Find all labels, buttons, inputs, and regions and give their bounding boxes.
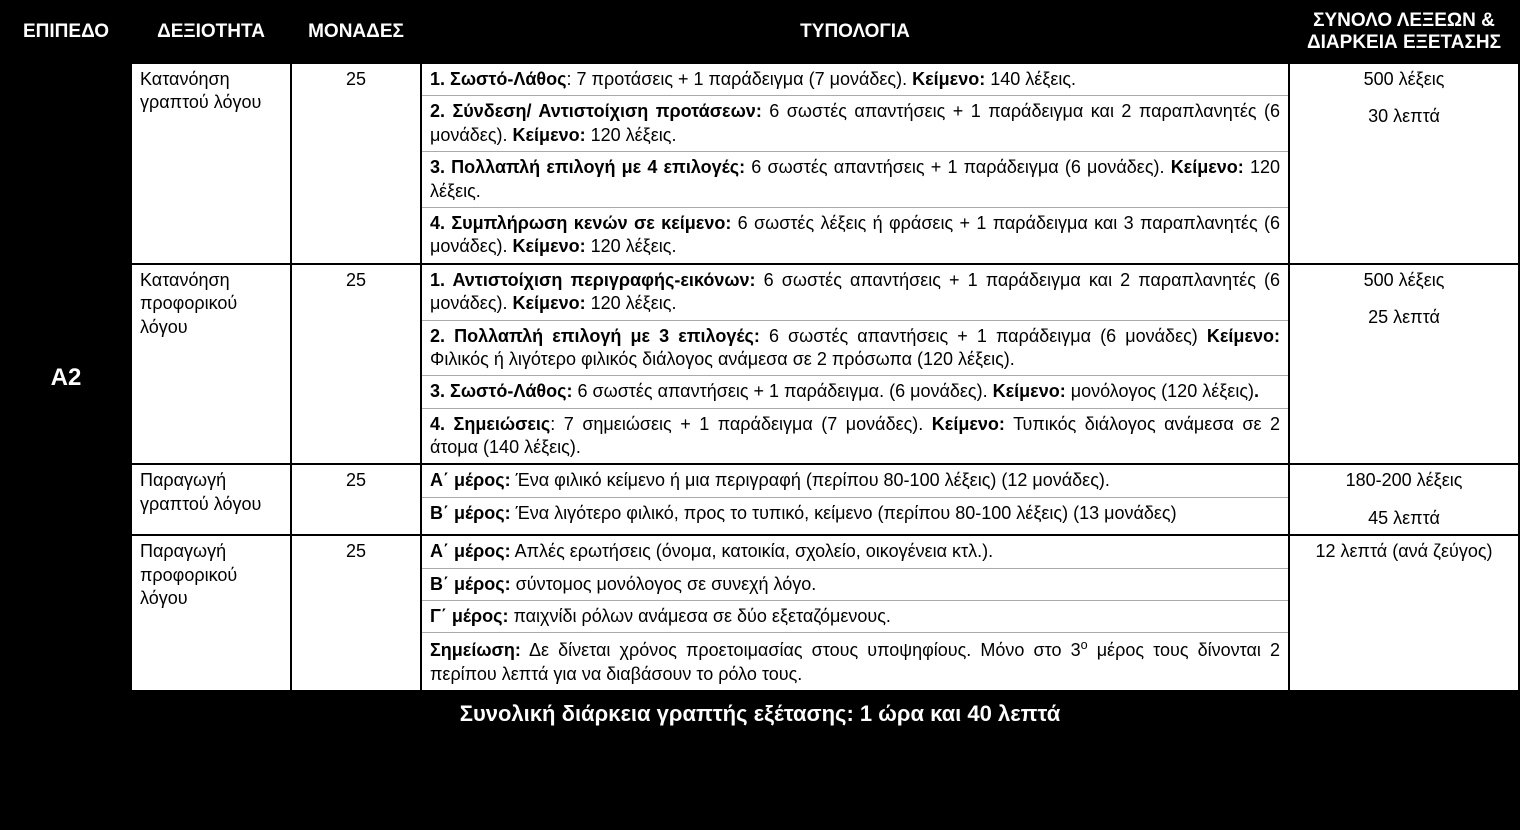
table-row: Α2Κατανόηση γραπτού λόγου251. Σωστό-Λάθο… [1, 63, 1519, 264]
typology-item: 2. Πολλαπλή επιλογή με 3 επιλογές: 6 σωσ… [422, 320, 1288, 376]
table-row: Παραγωγή προφορικού λόγου25Α΄ μέρος: Απλ… [1, 535, 1519, 691]
typology-cell: 1. Σωστό-Λάθος: 7 προτάσεις + 1 παράδειγ… [421, 63, 1289, 264]
skill-cell: Παραγωγή προφορικού λόγου [131, 535, 291, 691]
typology-item: 2. Σύνδεση/ Αντιστοίχιση προτάσεων: 6 σω… [422, 95, 1288, 151]
typology-cell: 1. Αντιστοίχιση περιγραφής-εικόνων: 6 σω… [421, 264, 1289, 465]
footer-row: Συνολική διάρκεια γραπτής εξέτασης: 1 ώρ… [1, 691, 1519, 738]
header-totals: ΣΥΝΟΛΟ ΛΕΞΕΩΝ & ΔΙΑΡΚΕΙΑ ΕΞΕΤΑΣΗΣ [1289, 1, 1519, 63]
exam-spec-table: ΕΠΙΠΕΔΟ ΔΕΞΙΟΤΗΤΑ ΜΟΝΑΔΕΣ ΤΥΠΟΛΟΓΙΑ ΣΥΝΟ… [0, 0, 1520, 739]
skill-cell: Παραγωγή γραπτού λόγου [131, 464, 291, 535]
typology-item: 1. Σωστό-Λάθος: 7 προτάσεις + 1 παράδειγ… [422, 64, 1288, 95]
skill-cell: Κατανόηση γραπτού λόγου [131, 63, 291, 264]
totals-line: 30 λεπτά [1298, 105, 1510, 128]
header-units: ΜΟΝΑΔΕΣ [291, 1, 421, 63]
totals-cell: 500 λέξεις 25 λεπτά [1289, 264, 1519, 465]
typology-item: 4. Συμπλήρωση κενών σε κείμενο: 6 σωστές… [422, 207, 1288, 263]
typology-item: 3. Σωστό-Λάθος: 6 σωστές απαντήσεις + 1 … [422, 375, 1288, 407]
totals-cell: 12 λεπτά (ανά ζεύγος) [1289, 535, 1519, 691]
typology-item: Γ΄ μέρος: παιχνίδι ρόλων ανάμεσα σε δύο … [422, 600, 1288, 632]
totals-line: 45 λεπτά [1298, 507, 1510, 530]
typology-item: 1. Αντιστοίχιση περιγραφής-εικόνων: 6 σω… [422, 265, 1288, 320]
header-skill: ΔΕΞΙΟΤΗΤΑ [131, 1, 291, 63]
units-cell: 25 [291, 264, 421, 465]
table-row: Κατανόηση προφορικού λόγου251. Αντιστοίχ… [1, 264, 1519, 465]
header-row: ΕΠΙΠΕΔΟ ΔΕΞΙΟΤΗΤΑ ΜΟΝΑΔΕΣ ΤΥΠΟΛΟΓΙΑ ΣΥΝΟ… [1, 1, 1519, 63]
typology-item: Σημείωση: Δε δίνεται χρόνος προετοιμασία… [422, 632, 1288, 690]
totals-cell: 180-200 λέξεις 45 λεπτά [1289, 464, 1519, 535]
typology-cell: Α΄ μέρος: Ένα φιλικό κείμενο ή μια περιγ… [421, 464, 1289, 535]
totals-cell: 500 λέξεις 30 λεπτά [1289, 63, 1519, 264]
header-level: ΕΠΙΠΕΔΟ [1, 1, 131, 63]
table-row: Παραγωγή γραπτού λόγου25Α΄ μέρος: Ένα φι… [1, 464, 1519, 535]
typology-item: Α΄ μέρος: Απλές ερωτήσεις (όνομα, κατοικ… [422, 536, 1288, 567]
units-cell: 25 [291, 63, 421, 264]
footer-text: Συνολική διάρκεια γραπτής εξέτασης: 1 ώρ… [1, 691, 1519, 738]
typology-item: Α΄ μέρος: Ένα φιλικό κείμενο ή μια περιγ… [422, 465, 1288, 496]
typology-item: 3. Πολλαπλή επιλογή με 4 επιλογές: 6 σωσ… [422, 151, 1288, 207]
totals-line: 25 λεπτά [1298, 306, 1510, 329]
level-cell: Α2 [1, 63, 131, 691]
totals-line: 12 λεπτά (ανά ζεύγος) [1298, 540, 1510, 563]
typology-cell: Α΄ μέρος: Απλές ερωτήσεις (όνομα, κατοικ… [421, 535, 1289, 691]
skill-cell: Κατανόηση προφορικού λόγου [131, 264, 291, 465]
header-typology: ΤΥΠΟΛΟΓΙΑ [421, 1, 1289, 63]
totals-line: 500 λέξεις [1298, 68, 1510, 91]
typology-item: Β΄ μέρος: Ένα λιγότερο φιλικό, προς το τ… [422, 497, 1288, 529]
totals-line: 180-200 λέξεις [1298, 469, 1510, 492]
units-cell: 25 [291, 535, 421, 691]
typology-item: 4. Σημειώσεις: 7 σημειώσεις + 1 παράδειγ… [422, 408, 1288, 464]
units-cell: 25 [291, 464, 421, 535]
typology-item: Β΄ μέρος: σύντομος μονόλογος σε συνεχή λ… [422, 568, 1288, 600]
totals-line: 500 λέξεις [1298, 269, 1510, 292]
